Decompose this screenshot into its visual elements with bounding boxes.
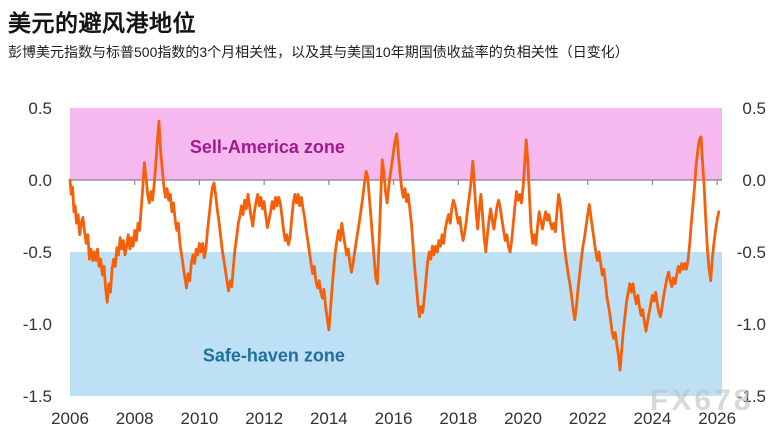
- y-axis-label-left: -1.0: [23, 315, 52, 334]
- x-axis-label: 2026: [698, 409, 736, 428]
- zone-rect-safe-haven: [70, 252, 722, 396]
- zone-label-sell-america: Sell-America zone: [190, 137, 345, 157]
- x-axis-label: 2018: [439, 409, 477, 428]
- x-axis-label: 2020: [504, 409, 542, 428]
- y-axis-label-right: -1.5: [737, 387, 766, 406]
- x-axis-label: 2012: [245, 409, 283, 428]
- y-axis-label-left: 0.0: [28, 171, 52, 190]
- chart-subtitle: 彭博美元指数与标普500指数的3个月相关性，以及其与美国10年期国债收益率的负相…: [8, 44, 629, 60]
- x-axis-label: 2006: [51, 409, 89, 428]
- page-title: 美元的避风港地位: [8, 10, 196, 36]
- x-axis-label: 2014: [310, 409, 348, 428]
- x-axis-label: 2022: [569, 409, 607, 428]
- x-axis-label: 2024: [634, 409, 672, 428]
- y-axis-label-right: 0.0: [742, 171, 766, 190]
- y-axis-label-left: 0.5: [28, 99, 52, 118]
- y-axis-label-right: -1.0: [737, 315, 766, 334]
- y-axis-label-left: -0.5: [23, 243, 52, 262]
- y-axis-label-right: 0.5: [742, 99, 766, 118]
- correlation-line: [68, 119, 721, 372]
- watermark: FX678: [650, 384, 754, 417]
- x-axis-label: 2008: [116, 409, 154, 428]
- y-axis-label-right: -0.5: [737, 243, 766, 262]
- x-axis-label: 2016: [375, 409, 413, 428]
- y-axis-label-left: -1.5: [23, 387, 52, 406]
- zone-label-safe-haven: Safe-haven zone: [203, 346, 345, 366]
- x-axis-label: 2010: [181, 409, 219, 428]
